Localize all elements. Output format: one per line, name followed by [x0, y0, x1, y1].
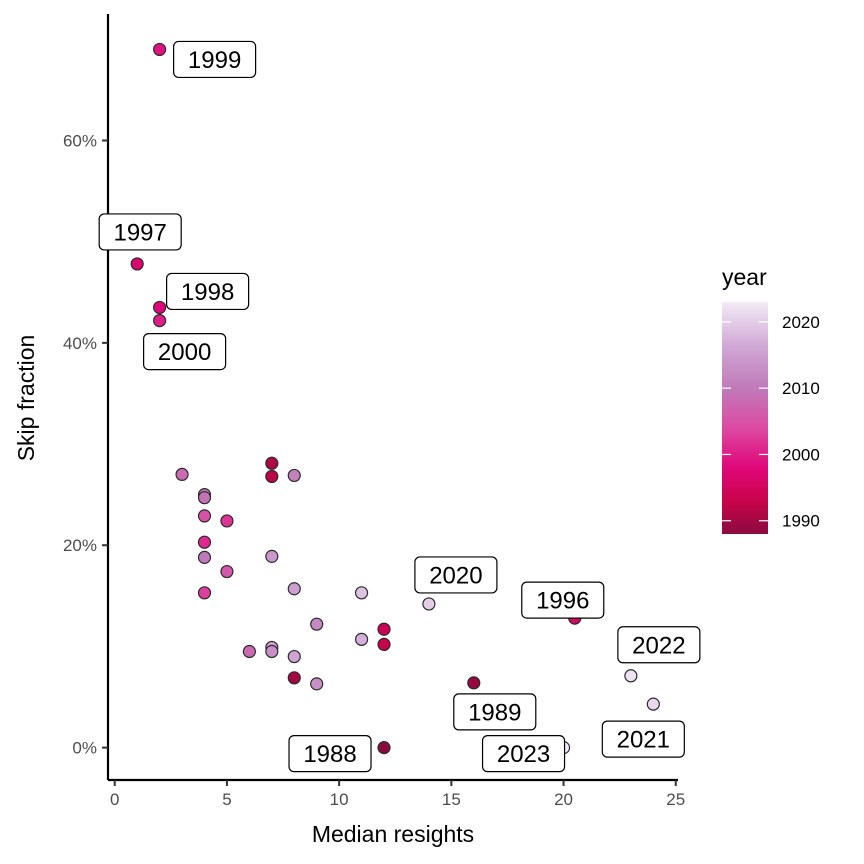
legend-title: year: [722, 264, 767, 290]
legend-tick-label: 2010: [782, 379, 820, 398]
data-point: [467, 676, 481, 690]
x-tick-label: 25: [666, 790, 685, 809]
data-point: [175, 467, 189, 482]
data-point: [624, 669, 638, 683]
legend-tick-label: 2020: [782, 313, 820, 332]
point-label-box: [601, 720, 685, 758]
data-point: [310, 677, 324, 691]
x-tick-label: 5: [222, 790, 231, 809]
point-label: 1997: [98, 213, 182, 251]
data-points: [130, 42, 660, 755]
x-tick-label: 0: [110, 790, 119, 809]
point-label-text: 1996: [536, 588, 589, 615]
point-label-text: 2000: [158, 339, 211, 366]
data-point: [153, 314, 167, 328]
x-tick-label: 20: [554, 790, 573, 809]
point-label-text: 1997: [113, 219, 166, 246]
point-label-text: 2021: [617, 727, 670, 754]
data-point: [287, 468, 301, 483]
axes: 0 5 10 15 20 25 0% 20% 40% 60%: [63, 14, 685, 809]
data-point: [265, 456, 279, 470]
point-label: 1998: [166, 272, 250, 311]
y-tick-label: 40%: [63, 334, 97, 353]
point-label: 1988: [288, 735, 372, 773]
point-labels: 1999 1997 1998 2000 2020 1996 2022 1989 2021 1988…: [98, 40, 701, 773]
data-point: [153, 300, 167, 315]
data-point: [197, 491, 212, 505]
point-label: 2023: [481, 735, 566, 773]
data-point: [287, 582, 301, 596]
data-point: [220, 514, 234, 528]
data-point: [377, 741, 391, 755]
color-legend: year 1990 2000 2010 2020: [722, 264, 820, 534]
data-point: [265, 549, 279, 563]
point-label-box: [173, 40, 257, 79]
point-label-box: [617, 626, 701, 664]
y-tick-label: 60%: [63, 131, 97, 150]
point-label: 2020: [414, 556, 498, 594]
data-point: [377, 637, 391, 652]
legend-color-bar: [722, 302, 768, 534]
legend-ticks: 1990 2000 2010 2020: [722, 313, 820, 531]
data-point: [646, 697, 660, 711]
y-tick-label: 0%: [72, 739, 97, 758]
point-label-box: [481, 735, 566, 773]
legend-tick-label: 2000: [782, 445, 820, 464]
point-label-text: 1989: [468, 699, 521, 726]
point-label: 1996: [521, 581, 605, 619]
point-label-box: [414, 556, 498, 594]
data-point: [265, 644, 279, 659]
x-axis-title: Median resights: [312, 821, 474, 847]
data-point: [422, 597, 436, 611]
y-axis-title: Skip fraction: [13, 335, 39, 462]
point-label-text: 2023: [497, 741, 550, 768]
data-point: [354, 632, 369, 646]
data-point: [197, 509, 212, 523]
y-tick-label: 20%: [63, 536, 97, 555]
point-label-text: 1988: [303, 741, 356, 768]
point-label-box: [98, 213, 182, 251]
data-point: [354, 586, 369, 600]
point-label: 1989: [453, 693, 537, 731]
data-point: [242, 644, 256, 659]
data-point: [197, 535, 212, 549]
point-label-box: [453, 693, 537, 731]
data-point: [287, 649, 301, 664]
point-label: 2000: [143, 333, 227, 371]
point-label-box: [143, 333, 227, 371]
data-point: [153, 42, 167, 57]
point-label-text: 2020: [429, 562, 482, 589]
point-label-box: [288, 735, 372, 773]
point-label-box: [166, 272, 250, 311]
point-label-text: 1998: [181, 279, 234, 306]
x-tick-label: 15: [442, 790, 461, 809]
data-point: [197, 586, 212, 600]
point-label-text: 2022: [632, 632, 685, 659]
point-label-box: [521, 581, 605, 619]
point-label: 1999: [173, 40, 257, 79]
data-point: [310, 617, 324, 631]
data-point: [377, 622, 391, 636]
data-point: [197, 550, 212, 564]
data-point: [130, 257, 144, 271]
x-tick-label: 10: [330, 790, 349, 809]
point-label-text: 1999: [188, 47, 241, 74]
point-label: 2021: [601, 720, 685, 758]
point-label: 2022: [617, 626, 701, 664]
data-point: [220, 564, 234, 579]
data-point: [265, 469, 279, 484]
data-point: [287, 671, 301, 685]
legend-tick-label: 1990: [782, 512, 820, 531]
